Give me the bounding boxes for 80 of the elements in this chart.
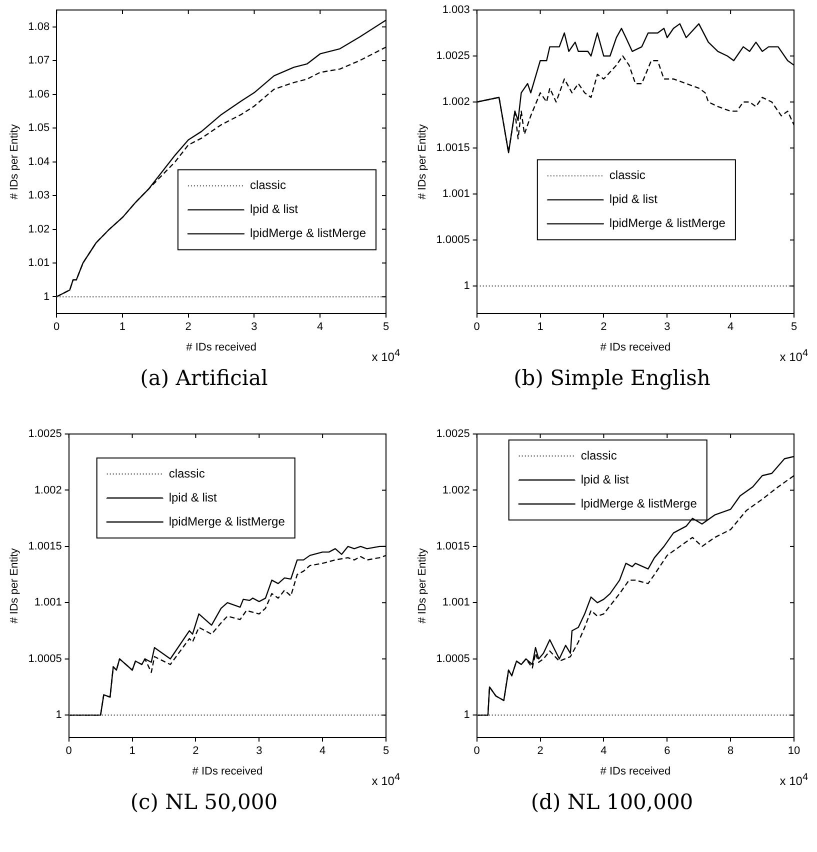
- text: (b) Simple English: [512, 366, 712, 390]
- y-tick-label: 1.04: [28, 156, 50, 168]
- x-tick-label: 3: [256, 745, 262, 758]
- y-tick-label: 1.001: [442, 596, 470, 609]
- y-tick-label: 1.07: [28, 54, 50, 67]
- x-tick-label: 1: [129, 745, 136, 758]
- legend-label: lpid & list: [250, 202, 299, 216]
- y-tick-label: 1.002: [442, 484, 470, 496]
- x-axis-title: # IDs received: [186, 341, 256, 354]
- y-axis-title: # IDs per Entity: [8, 548, 21, 624]
- y-tick-label: 1.01: [28, 257, 50, 270]
- y-tick-label: 1.0025: [436, 50, 470, 62]
- x-tick-label: 5: [382, 745, 390, 758]
- y-tick-label: 1: [43, 290, 50, 303]
- y-tick-label: 1.0025: [28, 428, 62, 440]
- text: x 10$^{4}$: [780, 772, 808, 788]
- x-tick-label: 8: [728, 745, 734, 758]
- legend-label: classic: [580, 448, 617, 462]
- x-tick-label: 2: [185, 321, 192, 334]
- x-tick-label: 1: [537, 321, 544, 334]
- y-tick-label: 1: [464, 280, 470, 292]
- x-axis-title: # IDs received: [192, 765, 263, 778]
- y-tick-label: 1.002: [442, 96, 470, 108]
- y-tick-label: 1.001: [34, 596, 62, 609]
- x-tick-label: 2: [600, 321, 607, 334]
- y-tick-label: 1.03: [28, 190, 50, 202]
- y-axis-title: # IDs per Entity: [8, 124, 21, 200]
- x-tick-label: 3: [664, 321, 670, 334]
- legend-label: lpidMerge & listMerge: [609, 216, 726, 230]
- y-tick-label: 1.0025: [436, 428, 470, 440]
- x-tick-label: 6: [664, 745, 670, 758]
- x-tick-label: 0: [474, 321, 480, 334]
- x-axis-title: # IDs received: [600, 341, 671, 354]
- y-axis-title: # IDs per Entity: [416, 548, 429, 624]
- legend-label: lpid & list: [168, 490, 218, 504]
- legend-label: classic: [168, 466, 205, 480]
- y-tick-label: 1.0015: [436, 540, 470, 552]
- x-tick-label: 4: [317, 321, 324, 334]
- y-tick-label: 1.0015: [436, 142, 470, 154]
- x-tick-label: 5: [382, 321, 390, 334]
- text: (a) Artificial: [139, 366, 269, 390]
- x-tick-label: 4: [728, 321, 734, 334]
- legend-label: lpidMerge & listMerge: [168, 514, 286, 528]
- text: x 10$^{4}$: [780, 348, 808, 364]
- y-tick-label: 1: [464, 709, 470, 722]
- x-tick-label: 4: [600, 745, 607, 758]
- y-axis-title: # IDs per Entity: [416, 124, 429, 200]
- y-tick-label: 1.05: [28, 122, 50, 134]
- y-tick-label: 1.0005: [28, 652, 62, 665]
- y-tick-label: 1: [56, 709, 62, 722]
- x-tick-label: 1: [119, 321, 126, 334]
- x-tick-label: 0: [474, 745, 480, 758]
- y-tick-label: 1.0005: [436, 234, 470, 246]
- legend-label: lpidMerge & listMerge: [580, 496, 698, 510]
- legend-label: lpid & list: [580, 472, 630, 486]
- text: x 10$^{4}$: [372, 772, 400, 788]
- y-tick-label: 1.02: [28, 223, 50, 236]
- x-tick-label: 0: [54, 321, 60, 334]
- y-tick-label: 1.002: [34, 484, 62, 496]
- legend-label: lpidMerge & listMerge: [250, 226, 366, 240]
- y-tick-label: 1.001: [442, 188, 470, 200]
- x-tick-label: 2: [537, 745, 544, 758]
- text: (c) NL 50,000: [129, 790, 279, 814]
- x-tick-label: 2: [192, 745, 199, 758]
- y-tick-label: 1.0015: [28, 540, 62, 552]
- y-tick-label: 1.08: [28, 20, 50, 33]
- y-tick-label: 1.06: [28, 88, 50, 100]
- y-tick-label: 1.0005: [436, 652, 470, 665]
- x-tick-label: 5: [790, 321, 798, 334]
- legend-label: classic: [609, 168, 646, 182]
- x-tick-label: 0: [66, 745, 72, 758]
- x-tick-label: 10: [788, 745, 800, 758]
- text: (d) NL 100,000: [530, 790, 694, 814]
- legend-label: classic: [250, 178, 286, 192]
- legend-label: lpid & list: [609, 192, 658, 206]
- x-tick-label: 4: [320, 745, 326, 758]
- x-tick-label: 3: [251, 321, 258, 334]
- x-axis-title: # IDs received: [600, 765, 671, 778]
- text: x 10$^{4}$: [372, 348, 400, 364]
- y-tick-label: 1.003: [442, 4, 470, 16]
